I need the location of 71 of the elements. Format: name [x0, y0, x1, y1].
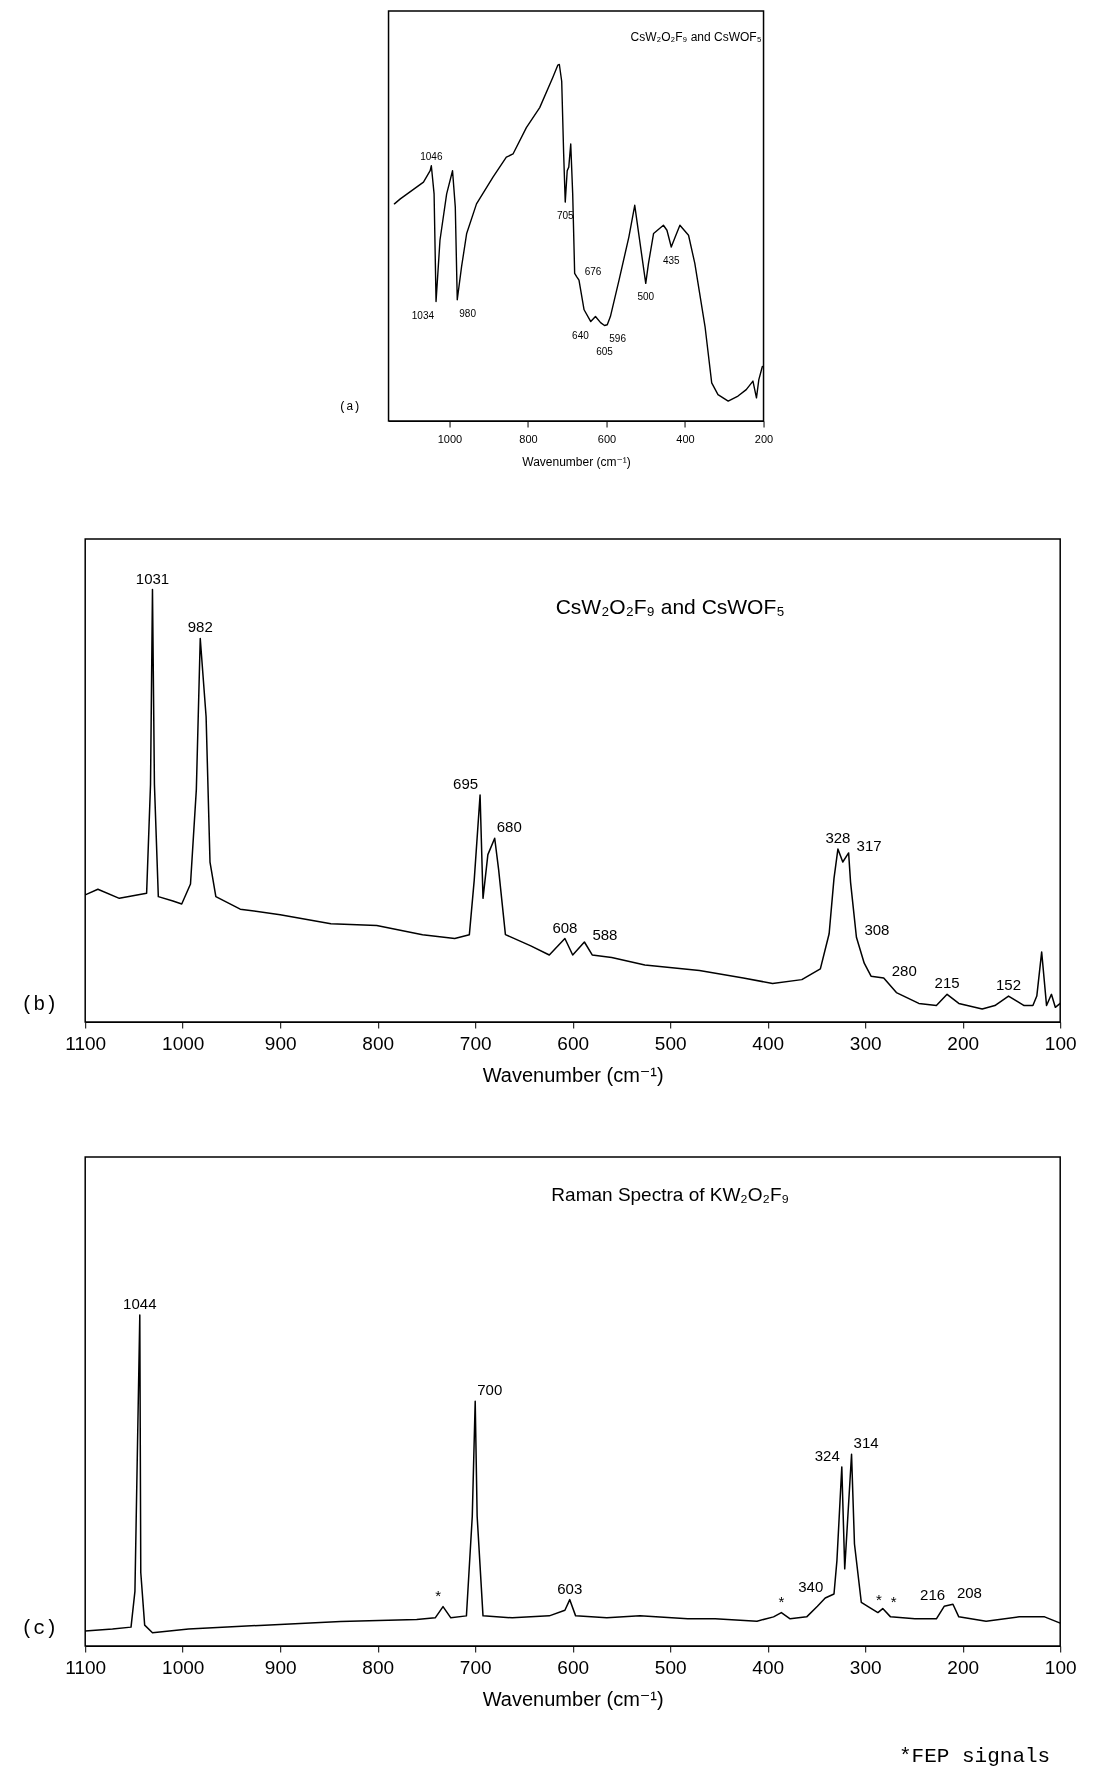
x-tick-label: 700: [459, 1656, 492, 1678]
annotation: 1046: [420, 150, 443, 162]
x-tick-label: 100: [1044, 1032, 1077, 1054]
annotation: 596: [609, 332, 627, 344]
text: (a): [338, 400, 361, 414]
annotation: *: [890, 1592, 897, 1610]
annotation: 215: [934, 974, 960, 992]
x-tick-label: 900: [264, 1032, 297, 1054]
annotation: 324: [814, 1446, 840, 1464]
annotation: 328: [825, 829, 851, 847]
x-tick-label: 500: [654, 1656, 687, 1678]
chart-title: CsW₂O₂F₉ and CsWOF₅: [555, 594, 785, 618]
x-tick-label: 1000: [437, 432, 463, 445]
annotation: 588: [592, 926, 618, 943]
annotation: 216: [920, 1586, 946, 1604]
annotation: 314: [853, 1434, 879, 1452]
x-tick-label: 200: [754, 432, 774, 445]
x-tick-label: 200: [947, 1032, 980, 1054]
text: (c): [21, 1617, 58, 1640]
annotation: 695: [453, 774, 479, 792]
annotation: 317: [856, 836, 882, 854]
x-tick-label: 700: [459, 1032, 492, 1054]
annotation: *: [876, 1590, 883, 1608]
x-tick-label: 800: [362, 1032, 395, 1054]
x-tick-label: 200: [947, 1656, 980, 1678]
x-tick-label: 600: [597, 432, 617, 445]
x-tick-label: 1000: [162, 1032, 205, 1054]
x-axis-title: Wavenumber (cm⁻¹): [522, 454, 631, 469]
annotation: 603: [557, 1579, 583, 1597]
x-tick-label: 300: [849, 1656, 882, 1678]
x-tick-label: 500: [654, 1032, 687, 1054]
annotation: 280: [891, 961, 917, 979]
x-tick-label: 400: [752, 1656, 785, 1678]
x-tick-label: 600: [557, 1656, 590, 1678]
annotation: 435: [662, 255, 681, 267]
x-axis-title: Wavenumber (cm⁻¹): [482, 1063, 664, 1086]
x-axis-title: Wavenumber (cm⁻¹): [482, 1687, 664, 1710]
annotation: 500: [637, 291, 655, 303]
x-tick-label: 900: [264, 1656, 297, 1678]
x-tick-label: 600: [557, 1032, 590, 1054]
annotation: 605: [596, 346, 614, 358]
annotation: 208: [956, 1584, 982, 1602]
annotation: 640: [572, 329, 590, 341]
x-tick-label: 300: [849, 1032, 882, 1054]
annotation: 1031: [135, 569, 170, 587]
annotation: 608: [552, 918, 578, 936]
annotation: 705: [556, 210, 575, 222]
x-tick-label: 1000: [162, 1656, 205, 1678]
annotation: 680: [496, 818, 522, 836]
annotation: 700: [477, 1381, 503, 1399]
x-tick-label: 400: [676, 432, 695, 445]
text: (b): [21, 993, 58, 1016]
annotation: 982: [187, 618, 213, 636]
annotation: *: [778, 1592, 785, 1610]
x-tick-label: 1100: [65, 1656, 107, 1678]
annotation: 1044: [123, 1294, 157, 1312]
annotation: 308: [864, 921, 890, 939]
x-tick-label: 800: [519, 432, 538, 445]
x-tick-label: 400: [752, 1032, 785, 1054]
chart-title: CsW₂O₂F₉ and CsWOF₅: [630, 29, 762, 44]
annotation: 980: [459, 307, 477, 319]
x-tick-label: 100: [1044, 1656, 1077, 1678]
x-tick-label: 1100: [65, 1032, 107, 1054]
annotation: 340: [798, 1577, 824, 1595]
chart-title: Raman Spectra of KW₂O₂F₉: [551, 1184, 790, 1206]
x-tick-label: 800: [362, 1656, 395, 1678]
annotation: 1034: [411, 309, 435, 321]
annotation: *: [435, 1586, 442, 1604]
annotation: 676: [584, 265, 602, 277]
annotation: 152: [996, 976, 1022, 994]
text: *FEP signals: [898, 1745, 1051, 1768]
